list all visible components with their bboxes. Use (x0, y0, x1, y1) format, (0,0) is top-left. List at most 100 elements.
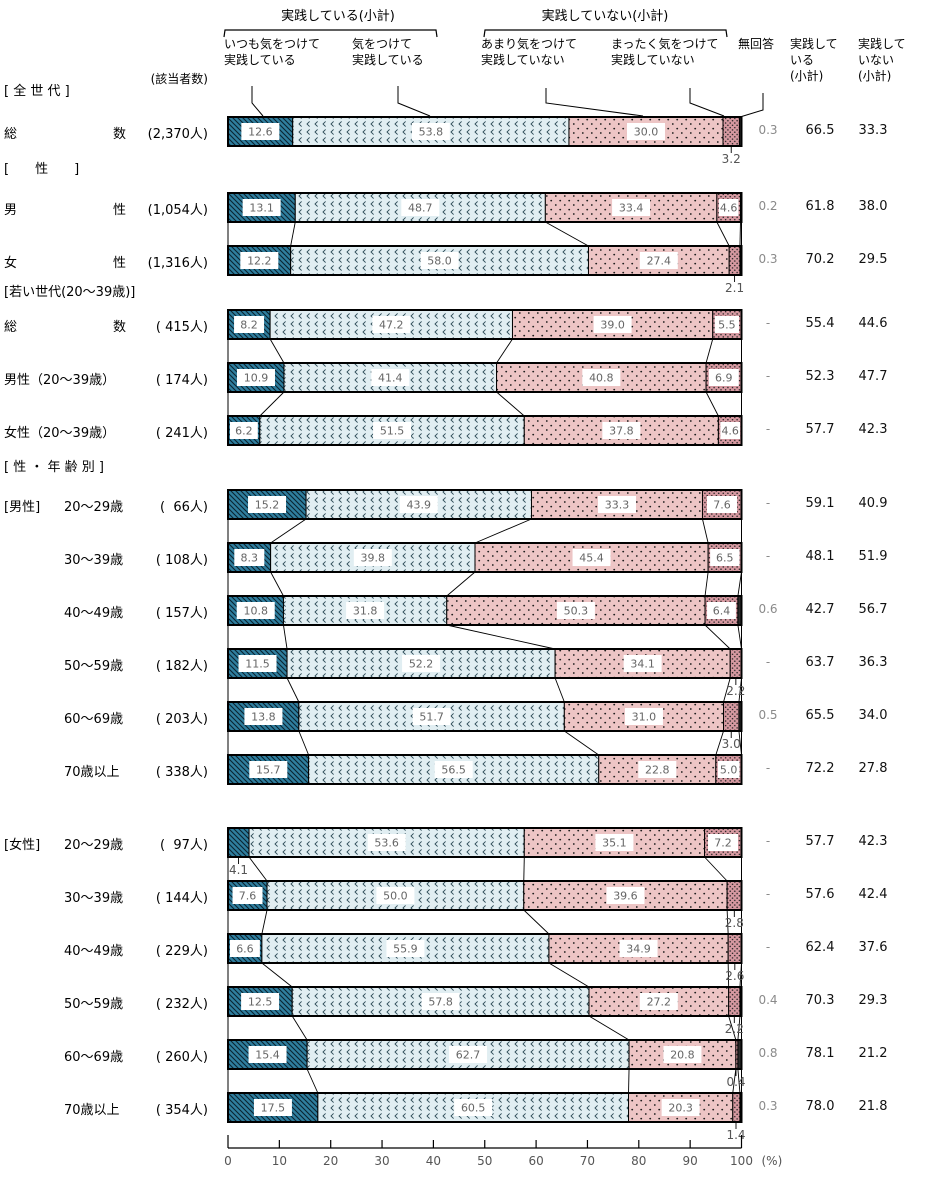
svg-text:4.6: 4.6 (720, 202, 738, 215)
svg-text:30: 30 (374, 1154, 389, 1168)
subtotal-not-practicing-value: 42.4 (858, 887, 888, 902)
svg-text:1.4: 1.4 (726, 1128, 745, 1142)
row-label: 30～39歳 (64, 891, 124, 906)
row-label: 40～49歳 (64, 606, 124, 621)
svg-text:13.8: 13.8 (251, 711, 276, 724)
svg-text:31.8: 31.8 (353, 605, 378, 618)
svg-text:39.6: 39.6 (613, 890, 638, 903)
subtotal-practicing-value: 57.6 (805, 887, 835, 902)
svg-text:7.6: 7.6 (713, 499, 731, 512)
svg-text:2.8: 2.8 (725, 916, 744, 930)
svg-text:0.4: 0.4 (726, 1075, 745, 1089)
subtotal-practicing-value: 57.7 (805, 834, 835, 849)
x-axis: 0 10 20 30 40 50 60 70 80 90 100 (%) (224, 1135, 782, 1168)
svg-text:12.2: 12.2 (247, 255, 272, 268)
svg-text:27.2: 27.2 (647, 996, 672, 1009)
row-label: 40～49歳 (64, 944, 124, 959)
row-label: 50～59歳 (64, 997, 124, 1012)
row-respondent-count: (1,316人) (147, 256, 208, 271)
subtotal-practicing-value: 70.3 (805, 993, 835, 1008)
bar-row: 10.8 31.8 50.3 6.4 (227, 595, 743, 626)
header-bracket-lines (223, 29, 764, 118)
row-respondent-count: ( 229人) (155, 944, 208, 959)
bar-connector-lines (227, 1068, 742, 1094)
subtotal-practicing-value: 78.0 (805, 1099, 835, 1114)
bar-row: 13.1 48.7 33.4 4.6 (227, 192, 743, 223)
svg-text:8.2: 8.2 (240, 319, 258, 332)
row-respondent-count: ( 260人) (155, 1050, 208, 1065)
svg-text:4.6: 4.6 (721, 425, 739, 438)
bar-connector-lines (227, 1015, 742, 1041)
section-title-all-generations: [ 全 世 代 ] (4, 84, 70, 99)
subtotal-practicing-value: 78.1 (805, 1046, 835, 1061)
no-answer-value: 0.8 (758, 1046, 778, 1060)
no-answer-value: - (765, 834, 771, 848)
section-title-sex-age: [ 性 ・ 年 齢 別 ] (4, 460, 104, 475)
subtotal-practicing-value: 62.4 (805, 940, 835, 955)
svg-text:34.1: 34.1 (630, 658, 655, 671)
no-answer-value: 0.3 (758, 123, 778, 137)
row-label: 総数 (4, 320, 126, 335)
no-answer-value: - (765, 761, 771, 775)
subtotal-not-practicing-value: 40.9 (858, 496, 888, 511)
subtotal-practicing-value: 59.1 (805, 496, 835, 511)
svg-text:50.0: 50.0 (383, 890, 408, 903)
subtotal-practicing-value: 65.5 (805, 708, 835, 723)
svg-text:2.6: 2.6 (725, 969, 744, 983)
row-label: 50～59歳 (64, 659, 124, 674)
bar-row: 6.6 55.9 34.9 2.6 (227, 933, 744, 983)
subtotal-practicing-value: 55.4 (805, 316, 835, 331)
svg-text:3.2: 3.2 (722, 152, 741, 166)
bar-row: 7.6 50.0 39.6 2.8 (227, 880, 744, 930)
not-practicing-subtotal-bracket-label: 実践していない(小計) (541, 9, 669, 24)
svg-text:6.6: 6.6 (236, 943, 254, 956)
row-respondent-count: (1,054人) (147, 203, 208, 218)
subtotal-practicing-value: 48.1 (805, 549, 835, 564)
svg-text:40: 40 (426, 1154, 441, 1168)
bar-connector-lines (227, 391, 742, 417)
subtotal-not-practicing-value: 47.7 (858, 369, 888, 384)
svg-text:10.8: 10.8 (243, 605, 268, 618)
row-respondent-count: ( 182人) (155, 659, 208, 674)
row-label: 20～29歳 (64, 838, 124, 853)
row-label: 70歳以上 (64, 765, 120, 780)
subtotal-not-practicing-value: 21.2 (858, 1046, 888, 1061)
no-answer-value: 0.5 (758, 708, 778, 722)
subtotal-not-practicing-value: 51.9 (858, 549, 888, 564)
subtotal-practicing-value: 61.8 (805, 199, 835, 214)
no-answer-value: - (765, 422, 771, 436)
row-label: 60～69歳 (64, 712, 124, 727)
svg-text:31.0: 31.0 (632, 711, 657, 724)
no-answer-value: - (765, 496, 771, 510)
svg-text:53.8: 53.8 (419, 126, 444, 139)
subtotal-not-practicing-value: 33.3 (858, 123, 888, 138)
svg-text:100: 100 (730, 1154, 753, 1168)
no-answer-value: - (765, 940, 771, 954)
svg-text:0: 0 (224, 1154, 232, 1168)
row-respondent-count: ( 415人) (155, 320, 208, 335)
col-header-rarely-practicing: あまり気をつけて 実践していない (481, 37, 578, 67)
subtotal-not-practicing-value: 44.6 (858, 316, 888, 331)
bar-row: 4.1 53.6 35.1 7.2 (227, 827, 743, 877)
bar-row: 6.2 51.5 37.8 4.6 (227, 415, 743, 446)
svg-text:(%): (%) (762, 1154, 783, 1168)
row-label: 30～39歳 (64, 553, 124, 568)
row-label: 70歳以上 (64, 1103, 120, 1118)
subtotal-not-practicing-value: 27.8 (858, 761, 888, 776)
bar-row: 13.8 51.7 31.0 3.0 (227, 701, 743, 751)
svg-text:50: 50 (477, 1154, 492, 1168)
svg-text:70: 70 (580, 1154, 595, 1168)
row-respondent-count: ( 157人) (155, 606, 208, 621)
svg-text:34.9: 34.9 (626, 943, 651, 956)
row-respondent-count: ( 354人) (155, 1103, 208, 1118)
row-label: 60～69歳 (64, 1050, 124, 1065)
svg-text:55.9: 55.9 (393, 943, 418, 956)
no-answer-value: - (765, 655, 771, 669)
no-answer-value: 0.4 (758, 993, 778, 1007)
svg-text:27.4: 27.4 (647, 255, 672, 268)
row-respondent-count: ( 174人) (155, 373, 208, 388)
svg-text:47.2: 47.2 (379, 319, 404, 332)
bar-connector-lines (227, 962, 742, 988)
svg-text:50.3: 50.3 (564, 605, 589, 618)
